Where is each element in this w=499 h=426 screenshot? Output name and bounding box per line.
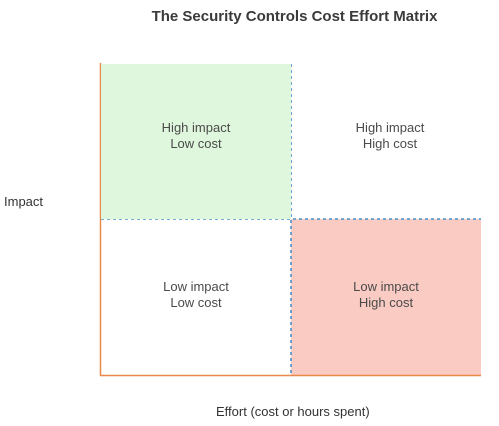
page-title: The Security Controls Cost Effort Matrix bbox=[151, 8, 438, 25]
quadrant-label-line2: High cost bbox=[358, 295, 414, 310]
quadrant-label-line2: Low cost bbox=[170, 295, 222, 310]
y-axis-label: Impact bbox=[4, 194, 44, 209]
quadrant-high-impact-high-cost: High impact High cost bbox=[291, 64, 489, 219]
quadrant-label-line1: Low impact bbox=[353, 279, 419, 294]
quadrant-label-line1: Low impact bbox=[163, 279, 229, 294]
quadrant-label-line1: High impact bbox=[355, 119, 425, 135]
quadrant-label-line2: High cost bbox=[362, 135, 418, 151]
quadrant-low-impact-low-cost: Low impact Low cost bbox=[101, 219, 291, 375]
quadrant-low-impact-high-cost-fill bbox=[291, 219, 481, 375]
quadrant-label-line2: Low cost bbox=[170, 135, 222, 151]
quadrant-label-line1: High impact bbox=[161, 119, 231, 135]
quadrant-low-impact-high-cost: Low impact High cost bbox=[291, 219, 481, 375]
x-axis-label: Effort (cost or hours spent) bbox=[216, 404, 370, 419]
quadrant-high-impact-low-cost: High impact Low cost bbox=[101, 64, 291, 219]
